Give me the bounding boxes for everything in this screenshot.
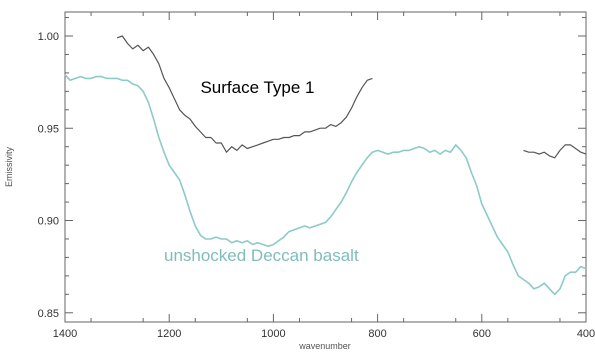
y-tick-label: 0.90 [38, 216, 59, 228]
x-tick-label: 1000 [261, 328, 285, 340]
x-tick-label: 800 [368, 328, 386, 340]
axis-ticks: 1400 1200 1000 800 600 400 0.85 0.90 0.95 1.00 [38, 12, 595, 340]
y-axis-title: Emissivity [4, 147, 14, 187]
series-line-surface-type-1-segment-2 [523, 144, 587, 159]
x-tick-label: 1400 [53, 328, 77, 340]
series-layer [64, 35, 587, 296]
deccan-basalt-label: unshocked Deccan basalt [164, 246, 359, 265]
series-line-unshocked-deccan-basalt-segment-1 [64, 74, 587, 296]
y-tick-label: 1.00 [38, 31, 59, 43]
x-tick-label: 400 [577, 328, 595, 340]
plot-frame [64, 11, 587, 323]
annotation-layer: Surface Type 1 unshocked Deccan basalt [164, 78, 359, 265]
x-tick-label: 1200 [157, 328, 181, 340]
x-tick-label: 600 [473, 328, 491, 340]
series-line-surface-type-1-segment-1 [116, 35, 373, 153]
surface-type-1-label: Surface Type 1 [200, 78, 314, 97]
y-tick-label: 0.85 [38, 308, 59, 320]
y-tick-label: 0.95 [38, 123, 59, 135]
x-axis-title: wavenumber [298, 341, 351, 351]
